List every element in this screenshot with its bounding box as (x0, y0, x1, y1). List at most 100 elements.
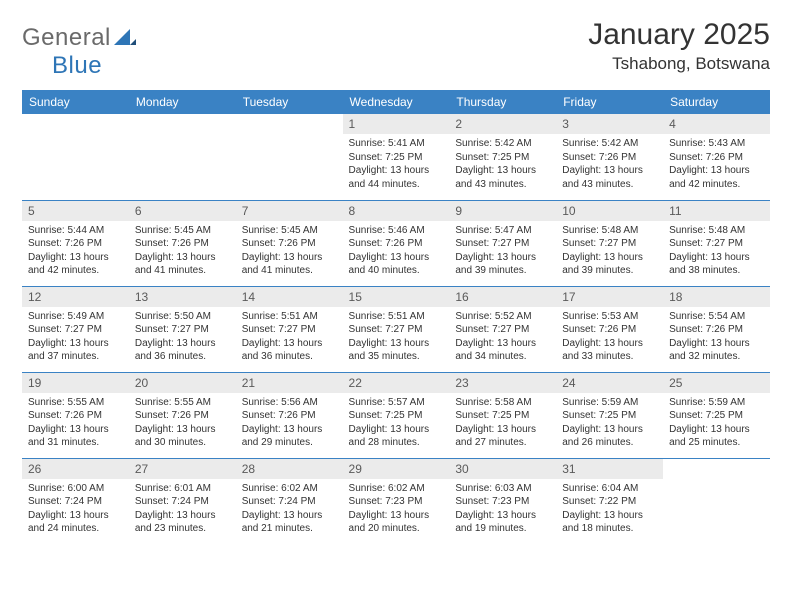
day-number: 22 (343, 373, 450, 393)
daylight-line-2: and 36 minutes. (135, 350, 230, 364)
day-number: 27 (129, 459, 236, 479)
daylight-line-1: Daylight: 13 hours (242, 251, 337, 265)
day-details: Sunrise: 5:42 AMSunset: 7:26 PMDaylight:… (556, 134, 663, 195)
sunset-line: Sunset: 7:24 PM (242, 495, 337, 509)
calendar-day-cell: 1Sunrise: 5:41 AMSunset: 7:25 PMDaylight… (343, 114, 450, 200)
daylight-line-1: Daylight: 13 hours (349, 164, 444, 178)
weekday-header: Wednesday (343, 90, 450, 114)
daylight-line-2: and 27 minutes. (455, 436, 550, 450)
calendar-day-cell: 4Sunrise: 5:43 AMSunset: 7:26 PMDaylight… (663, 114, 770, 200)
day-number: 21 (236, 373, 343, 393)
daylight-line-1: Daylight: 13 hours (349, 251, 444, 265)
sunrise-line: Sunrise: 6:02 AM (349, 482, 444, 496)
day-details: Sunrise: 5:54 AMSunset: 7:26 PMDaylight:… (663, 307, 770, 368)
daylight-line-2: and 37 minutes. (28, 350, 123, 364)
calendar-week-row: 19Sunrise: 5:55 AMSunset: 7:26 PMDayligh… (22, 372, 770, 458)
day-number: 30 (449, 459, 556, 479)
sunset-line: Sunset: 7:25 PM (349, 409, 444, 423)
daylight-line-2: and 25 minutes. (669, 436, 764, 450)
daylight-line-2: and 43 minutes. (455, 178, 550, 192)
daylight-line-2: and 18 minutes. (562, 522, 657, 536)
calendar-day-cell: 26Sunrise: 6:00 AMSunset: 7:24 PMDayligh… (22, 458, 129, 544)
daylight-line-1: Daylight: 13 hours (455, 251, 550, 265)
calendar-day-cell: .. (129, 114, 236, 200)
sunrise-line: Sunrise: 5:45 AM (135, 224, 230, 238)
daylight-line-2: and 44 minutes. (349, 178, 444, 192)
day-number: 10 (556, 201, 663, 221)
daylight-line-2: and 31 minutes. (28, 436, 123, 450)
sunrise-line: Sunrise: 5:57 AM (349, 396, 444, 410)
sunrise-line: Sunrise: 5:58 AM (455, 396, 550, 410)
sunrise-line: Sunrise: 6:01 AM (135, 482, 230, 496)
calendar-header-row: SundayMondayTuesdayWednesdayThursdayFrid… (22, 90, 770, 114)
sunrise-line: Sunrise: 6:00 AM (28, 482, 123, 496)
day-details: Sunrise: 5:57 AMSunset: 7:25 PMDaylight:… (343, 393, 450, 454)
sunrise-line: Sunrise: 5:54 AM (669, 310, 764, 324)
day-details: Sunrise: 5:52 AMSunset: 7:27 PMDaylight:… (449, 307, 556, 368)
logo: GeneralBlue (22, 24, 136, 80)
day-details: Sunrise: 5:53 AMSunset: 7:26 PMDaylight:… (556, 307, 663, 368)
weekday-header: Saturday (663, 90, 770, 114)
sunset-line: Sunset: 7:26 PM (135, 237, 230, 251)
daylight-line-1: Daylight: 13 hours (562, 423, 657, 437)
daylight-line-1: Daylight: 13 hours (455, 164, 550, 178)
day-details: Sunrise: 5:59 AMSunset: 7:25 PMDaylight:… (556, 393, 663, 454)
day-number: 31 (556, 459, 663, 479)
calendar-day-cell: 12Sunrise: 5:49 AMSunset: 7:27 PMDayligh… (22, 286, 129, 372)
day-number: 11 (663, 201, 770, 221)
daylight-line-1: Daylight: 13 hours (669, 251, 764, 265)
weekday-header: Sunday (22, 90, 129, 114)
sunset-line: Sunset: 7:26 PM (28, 409, 123, 423)
sunset-line: Sunset: 7:27 PM (135, 323, 230, 337)
sunset-line: Sunset: 7:26 PM (669, 151, 764, 165)
title-block: January 2025 Tshabong, Botswana (588, 18, 770, 74)
calendar-day-cell: 11Sunrise: 5:48 AMSunset: 7:27 PMDayligh… (663, 200, 770, 286)
calendar-day-cell: 10Sunrise: 5:48 AMSunset: 7:27 PMDayligh… (556, 200, 663, 286)
sunset-line: Sunset: 7:26 PM (669, 323, 764, 337)
daylight-line-1: Daylight: 13 hours (135, 509, 230, 523)
header: GeneralBlue January 2025 Tshabong, Botsw… (22, 18, 770, 80)
daylight-line-2: and 41 minutes. (135, 264, 230, 278)
daylight-line-2: and 33 minutes. (562, 350, 657, 364)
day-number: 26 (22, 459, 129, 479)
day-details: Sunrise: 5:48 AMSunset: 7:27 PMDaylight:… (556, 221, 663, 282)
sunset-line: Sunset: 7:22 PM (562, 495, 657, 509)
sunrise-line: Sunrise: 5:45 AM (242, 224, 337, 238)
daylight-line-1: Daylight: 13 hours (562, 509, 657, 523)
sunrise-line: Sunrise: 5:51 AM (242, 310, 337, 324)
calendar-day-cell: 3Sunrise: 5:42 AMSunset: 7:26 PMDaylight… (556, 114, 663, 200)
day-details: Sunrise: 5:51 AMSunset: 7:27 PMDaylight:… (343, 307, 450, 368)
daylight-line-2: and 43 minutes. (562, 178, 657, 192)
calendar-day-cell: 9Sunrise: 5:47 AMSunset: 7:27 PMDaylight… (449, 200, 556, 286)
daylight-line-1: Daylight: 13 hours (349, 509, 444, 523)
daylight-line-2: and 20 minutes. (349, 522, 444, 536)
sunrise-line: Sunrise: 5:56 AM (242, 396, 337, 410)
daylight-line-1: Daylight: 13 hours (562, 251, 657, 265)
sunset-line: Sunset: 7:25 PM (455, 151, 550, 165)
day-number: 20 (129, 373, 236, 393)
page-title: January 2025 (588, 18, 770, 52)
weekday-header: Thursday (449, 90, 556, 114)
daylight-line-2: and 39 minutes. (455, 264, 550, 278)
sunset-line: Sunset: 7:25 PM (562, 409, 657, 423)
sunrise-line: Sunrise: 5:44 AM (28, 224, 123, 238)
day-details: Sunrise: 5:55 AMSunset: 7:26 PMDaylight:… (22, 393, 129, 454)
sunset-line: Sunset: 7:23 PM (349, 495, 444, 509)
day-details: Sunrise: 5:42 AMSunset: 7:25 PMDaylight:… (449, 134, 556, 195)
daylight-line-2: and 24 minutes. (28, 522, 123, 536)
sunset-line: Sunset: 7:26 PM (242, 237, 337, 251)
day-details: Sunrise: 6:04 AMSunset: 7:22 PMDaylight:… (556, 479, 663, 540)
sunset-line: Sunset: 7:26 PM (349, 237, 444, 251)
sunset-line: Sunset: 7:27 PM (28, 323, 123, 337)
calendar-day-cell: 5Sunrise: 5:44 AMSunset: 7:26 PMDaylight… (22, 200, 129, 286)
calendar-day-cell: 30Sunrise: 6:03 AMSunset: 7:23 PMDayligh… (449, 458, 556, 544)
calendar-day-cell: 13Sunrise: 5:50 AMSunset: 7:27 PMDayligh… (129, 286, 236, 372)
daylight-line-2: and 29 minutes. (242, 436, 337, 450)
daylight-line-1: Daylight: 13 hours (28, 509, 123, 523)
calendar-day-cell: 18Sunrise: 5:54 AMSunset: 7:26 PMDayligh… (663, 286, 770, 372)
daylight-line-1: Daylight: 13 hours (242, 337, 337, 351)
calendar-day-cell: 25Sunrise: 5:59 AMSunset: 7:25 PMDayligh… (663, 372, 770, 458)
calendar-day-cell: 6Sunrise: 5:45 AMSunset: 7:26 PMDaylight… (129, 200, 236, 286)
daylight-line-1: Daylight: 13 hours (242, 423, 337, 437)
daylight-line-1: Daylight: 13 hours (562, 164, 657, 178)
